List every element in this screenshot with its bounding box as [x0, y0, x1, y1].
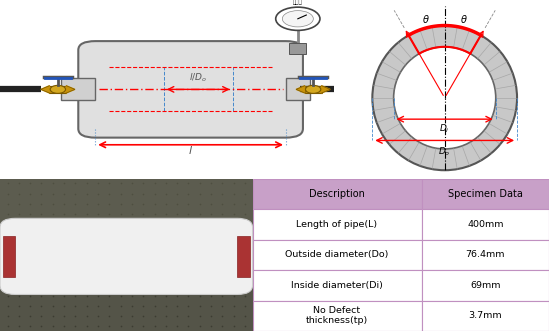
Circle shape — [50, 85, 65, 93]
Text: $l/D_o$: $l/D_o$ — [189, 71, 208, 84]
Text: Outside diameter(Do): Outside diameter(Do) — [285, 250, 389, 260]
Bar — [237, 236, 250, 277]
Text: Length of pipe(L): Length of pipe(L) — [296, 220, 378, 229]
FancyBboxPatch shape — [8, 265, 245, 295]
Bar — [305, 86, 322, 93]
FancyBboxPatch shape — [0, 218, 253, 295]
Bar — [49, 86, 66, 93]
Bar — [286, 78, 310, 100]
Bar — [61, 78, 96, 100]
Text: $\theta$: $\theta$ — [422, 13, 430, 25]
Circle shape — [372, 25, 517, 170]
Bar — [253, 179, 422, 209]
Circle shape — [276, 7, 320, 30]
Bar — [3, 236, 15, 277]
Bar — [253, 270, 422, 301]
Bar — [289, 43, 306, 54]
Bar — [422, 209, 549, 240]
FancyBboxPatch shape — [79, 41, 303, 138]
Circle shape — [282, 11, 313, 27]
Text: 압력계: 압력계 — [293, 0, 302, 5]
Bar — [253, 209, 422, 240]
Bar — [422, 179, 549, 209]
Text: Description: Description — [309, 189, 365, 199]
Text: 400mm: 400mm — [467, 220, 503, 229]
Text: 76.4mm: 76.4mm — [466, 250, 505, 260]
Text: $D_i$: $D_i$ — [439, 123, 450, 135]
Bar — [422, 240, 549, 270]
Bar — [0, 179, 253, 247]
Circle shape — [305, 85, 321, 93]
Polygon shape — [41, 86, 49, 93]
Bar — [253, 301, 422, 331]
Bar — [422, 270, 549, 301]
Polygon shape — [296, 86, 305, 93]
Text: Inside diameter(Di): Inside diameter(Di) — [291, 281, 383, 290]
Bar — [253, 240, 422, 270]
Polygon shape — [66, 86, 75, 93]
Polygon shape — [322, 86, 330, 93]
Bar — [422, 301, 549, 331]
Text: No Defect
thickness(tp): No Defect thickness(tp) — [306, 306, 368, 325]
Text: $\theta$: $\theta$ — [460, 13, 467, 25]
Text: 69mm: 69mm — [470, 281, 501, 290]
Text: $l$: $l$ — [188, 144, 193, 156]
Text: Specimen Data: Specimen Data — [448, 189, 523, 199]
Text: 3.7mm: 3.7mm — [468, 311, 502, 320]
Text: $D_o$: $D_o$ — [439, 145, 451, 158]
Circle shape — [394, 47, 496, 149]
